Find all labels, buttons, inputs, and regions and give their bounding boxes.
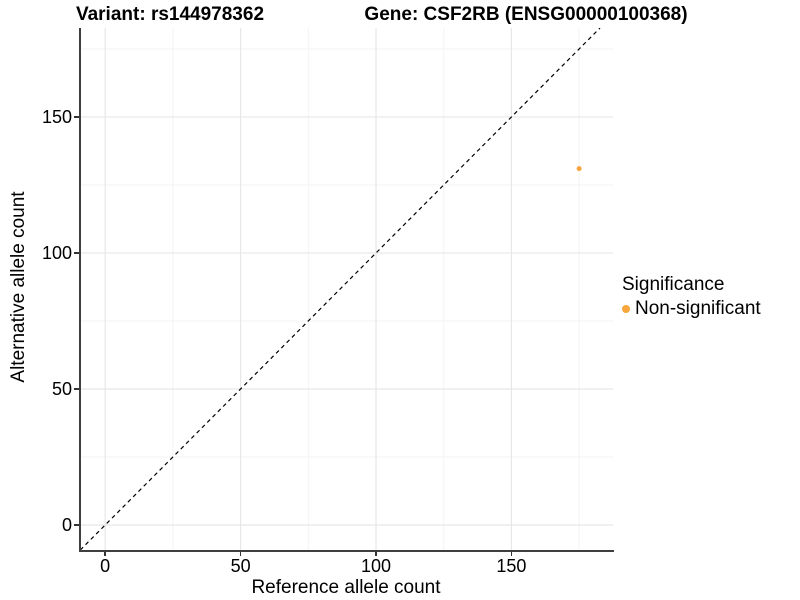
y-tick-mark (74, 252, 79, 254)
x-tick-mark (375, 552, 377, 556)
x-tick-label: 150 (496, 556, 527, 576)
x-tick-mark (104, 552, 106, 556)
x-axis-title: Reference allele count (251, 577, 441, 598)
y-axis-title: Alternative allele count (8, 191, 29, 383)
x-tick-label: 100 (360, 556, 392, 576)
x-tick-mark (239, 552, 242, 556)
y-tick-label: 0 (61, 514, 72, 535)
y-tick-label: 100 (41, 242, 72, 263)
identity-reference-line (79, 27, 601, 551)
legend: Significance Non-significant (622, 274, 761, 320)
legend-item: Non-significant (622, 298, 761, 320)
x-tick-mark (510, 552, 513, 556)
legend-title: Significance (622, 274, 725, 295)
data-point (576, 166, 582, 172)
legend-point-icon (622, 305, 630, 313)
legend-items: Non-significant (622, 298, 761, 320)
plot-title-gene: Gene: CSF2RB (ENSG00000100368) (364, 4, 688, 25)
y-axis-line (78, 28, 81, 552)
y-tick-mark (74, 388, 79, 390)
y-tick-mark (74, 116, 79, 118)
x-tick-label: 0 (100, 556, 111, 576)
y-tick-label: 50 (51, 378, 72, 399)
plot-panel (79, 27, 613, 551)
y-tick-label: 150 (41, 106, 72, 127)
plot-panel-canvas (79, 27, 613, 551)
legend-item-label: Non-significant (635, 298, 761, 319)
plot-title-variant: Variant: rs144978362 (75, 4, 265, 25)
y-tick-mark (74, 524, 79, 526)
x-axis-line (78, 550, 614, 552)
x-tick-label: 50 (230, 556, 251, 576)
